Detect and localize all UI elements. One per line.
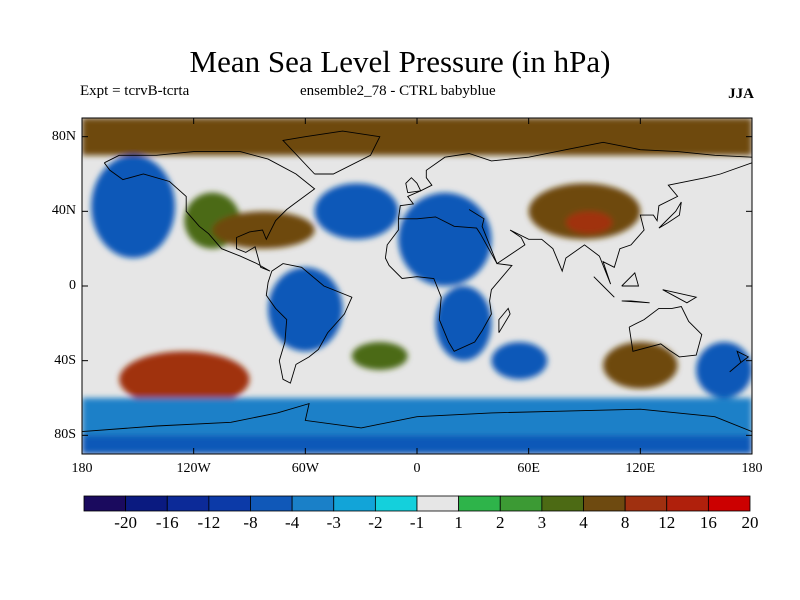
x-tick-label: 120E (625, 461, 656, 476)
colorbar-swatch (499, 495, 543, 512)
coastline-14 (498, 307, 511, 333)
colorbar-swatch (624, 495, 668, 512)
anomaly-region-14 (696, 342, 752, 398)
anomaly-region-7 (212, 211, 315, 249)
coastline-2 (384, 216, 513, 352)
coastline-10 (593, 276, 615, 298)
colorbar-label: 2 (496, 513, 505, 532)
coastline-13 (662, 289, 698, 304)
anomaly-region-0 (82, 118, 752, 156)
colorbar-label: 8 (620, 513, 630, 532)
anomaly-region-5 (565, 211, 613, 234)
season-label: JJA (728, 86, 754, 102)
colorbar-label: 3 (537, 513, 547, 532)
colorbar-swatch (291, 495, 335, 512)
y-tick-label: 80S (54, 427, 76, 443)
coastline-8 (405, 177, 422, 194)
colorbar-swatch (666, 495, 709, 512)
x-tick-label: 180 (71, 461, 93, 476)
coastline-15 (729, 350, 750, 373)
anomaly-region-16 (82, 435, 752, 454)
colorbar-swatch (166, 495, 210, 512)
coastline-5 (628, 305, 703, 358)
coastline-1 (265, 263, 353, 384)
coastline-4 (468, 162, 752, 285)
colorbar-label: 20 (741, 513, 759, 532)
colorbar-swatch (458, 495, 501, 512)
x-tick-label: 180 (741, 461, 763, 476)
anomaly-region-1 (91, 155, 176, 258)
colorbar-label: -20 (114, 513, 137, 532)
colorbar-swatch (83, 495, 127, 512)
anomaly-region-10 (435, 286, 492, 361)
coastline-9 (658, 201, 682, 229)
coastline-0 (103, 151, 316, 272)
coastline-3 (397, 141, 752, 219)
colorbar-swatch (333, 495, 376, 512)
colorbar-label: 12 (658, 513, 676, 532)
colorbar-swatch (583, 495, 626, 512)
colorbar-label: -4 (285, 513, 300, 532)
coastline-12 (621, 272, 640, 287)
coastline-7 (82, 402, 752, 433)
y-tick-label: 40S (54, 352, 76, 368)
colorbar-swatch (208, 495, 251, 512)
colorbar-label: -16 (155, 513, 179, 532)
anomaly-region-2 (314, 183, 399, 240)
coastline-11 (621, 300, 650, 304)
colorbar-swatch (374, 495, 418, 512)
colorbar-label: 4 (579, 513, 588, 532)
ensemble-label: ensemble2_78 - CTRL babyblue (300, 83, 496, 99)
x-tick-label: 0 (413, 461, 421, 476)
colorbar-swatch (125, 495, 168, 512)
colorbar-label: 1 (454, 513, 463, 532)
anomaly-region-3 (398, 192, 492, 286)
anomaly-region-9 (351, 342, 408, 370)
anomaly-region-8 (268, 267, 343, 352)
anomaly-region-13 (119, 351, 250, 408)
colorbar-swatch (250, 495, 293, 512)
y-tick-label: 0 (69, 278, 76, 293)
colorbar-label: -8 (243, 513, 258, 532)
anomaly-region-4 (528, 183, 641, 240)
experiment-label: Expt = tcrvB-tcrta (80, 83, 190, 99)
map-title: Mean Sea Level Pressure (in hPa) (189, 44, 611, 79)
colorbar-swatch (416, 495, 460, 512)
x-tick-label: 60E (517, 461, 540, 476)
y-tick-label: 40N (51, 203, 76, 219)
y-tick-label: 80N (51, 128, 76, 144)
coastline-6 (282, 130, 381, 175)
colorbar-label: -1 (409, 513, 425, 532)
colorbar-swatch (541, 495, 584, 512)
colorbar-label: -2 (368, 513, 383, 532)
x-tick-label: 120W (176, 461, 211, 476)
anomaly-region-11 (491, 342, 548, 380)
colorbar-label: 16 (699, 513, 717, 532)
colorbar-swatch (707, 495, 751, 512)
colorbar-label: -3 (326, 513, 341, 532)
x-tick-label: 60W (291, 461, 319, 476)
anomaly-region-12 (603, 342, 678, 389)
colorbar-label: -12 (197, 513, 221, 532)
